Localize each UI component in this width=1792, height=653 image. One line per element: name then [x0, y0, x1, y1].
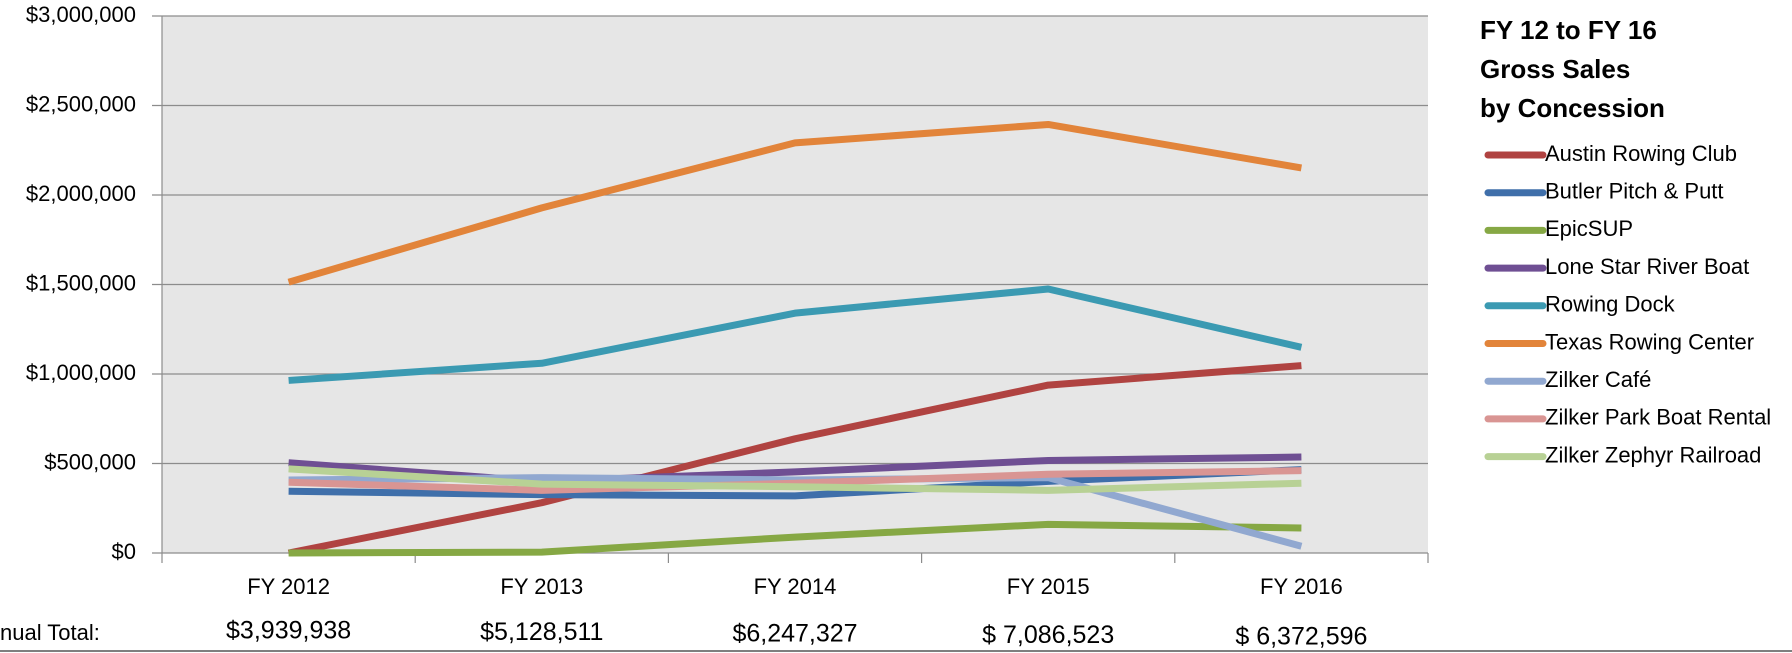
x-tick-label: FY 2013 — [500, 574, 583, 599]
annual-total: $ 7,086,523 — [982, 621, 1114, 649]
x-tick-label: FY 2014 — [754, 574, 837, 599]
series-line — [288, 520, 1302, 557]
legend-label: Butler Pitch & Putt — [1545, 179, 1724, 204]
legend-label: Zilker Zephyr Railroad — [1545, 442, 1761, 467]
legend-label: Zilker Park Boat Rental — [1545, 405, 1771, 430]
series-line — [288, 466, 1302, 500]
y-tick-label: $1,000,000 — [26, 360, 136, 385]
x-tick-label: FY 2015 — [1007, 574, 1090, 599]
annual-total: $6,247,327 — [732, 620, 857, 648]
legend-title: FY 12 to FY 16 — [1480, 15, 1657, 45]
y-tick-label: $2,000,000 — [26, 181, 136, 206]
series-line — [288, 467, 1302, 494]
legend-title: by Concession — [1480, 93, 1665, 123]
legend-label: EpicSUP — [1545, 216, 1633, 241]
x-tick-label: FY 2012 — [247, 574, 330, 599]
series-line — [287, 120, 1302, 286]
legend-label: Zilker Café — [1545, 367, 1651, 392]
y-tick-label: $1,500,000 — [26, 270, 136, 295]
x-tick-label: FY 2016 — [1260, 574, 1343, 599]
series-line — [287, 362, 1302, 557]
annual-total: $3,939,938 — [226, 617, 351, 645]
annual-total: $ 6,372,596 — [1235, 623, 1367, 651]
legend-label: Austin Rowing Club — [1545, 141, 1737, 166]
legend-label: Lone Star River Boat — [1545, 254, 1749, 279]
y-tick-label: $500,000 — [44, 449, 136, 474]
y-tick-label: $3,000,000 — [26, 2, 136, 27]
series-line — [288, 465, 1302, 494]
y-tick-label: $0 — [112, 539, 136, 564]
y-tick-label: $2,500,000 — [26, 91, 136, 116]
legend-label: Rowing Dock — [1545, 292, 1676, 317]
legend-title: Gross Sales — [1480, 54, 1630, 84]
legend-label: Texas Rowing Center — [1545, 329, 1754, 354]
annual-total: $5,128,511 — [480, 618, 603, 646]
totals-label: nual Total: — [0, 620, 100, 645]
series-line — [288, 285, 1303, 384]
